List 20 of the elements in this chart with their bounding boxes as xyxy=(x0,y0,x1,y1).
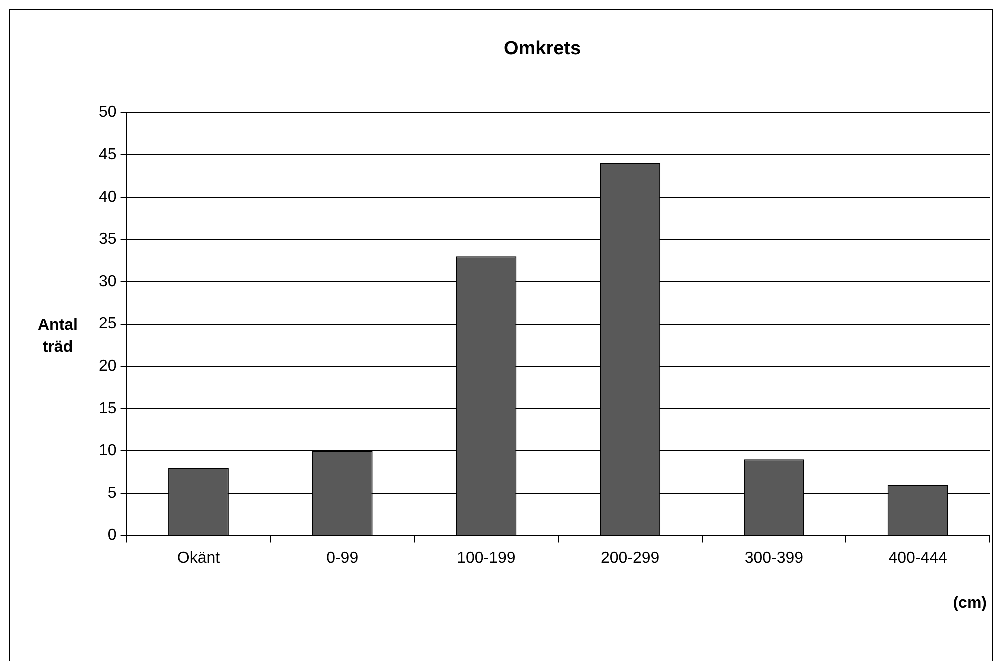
chart-title: Omkrets xyxy=(504,38,582,60)
x-tick-label: 400-444 xyxy=(888,550,948,567)
x-tick-label: 100-199 xyxy=(457,550,516,567)
y-tick-label: 45 xyxy=(99,146,117,164)
x-axis-title: (cm) xyxy=(953,595,987,613)
y-tick-label: 10 xyxy=(99,442,117,460)
y-tick-label: 40 xyxy=(99,188,117,206)
x-tick-label: 200-299 xyxy=(600,550,660,567)
y-tick-label: 25 xyxy=(99,316,117,333)
x-tick-label: 0-99 xyxy=(326,550,359,567)
y-tick-label: 50 xyxy=(99,104,117,122)
x-tick-label: 300-399 xyxy=(744,550,804,567)
y-tick-label: 15 xyxy=(99,400,117,418)
y-tick-label: 0 xyxy=(108,527,117,544)
y-tick-label: 20 xyxy=(99,358,117,376)
y-tick-label: 30 xyxy=(99,273,117,290)
y-tick-label: 5 xyxy=(108,484,117,502)
y-axis-title: Antal träd xyxy=(37,316,79,358)
x-tick-label: Okänt xyxy=(177,550,221,567)
y-tick-label: 35 xyxy=(99,231,117,248)
